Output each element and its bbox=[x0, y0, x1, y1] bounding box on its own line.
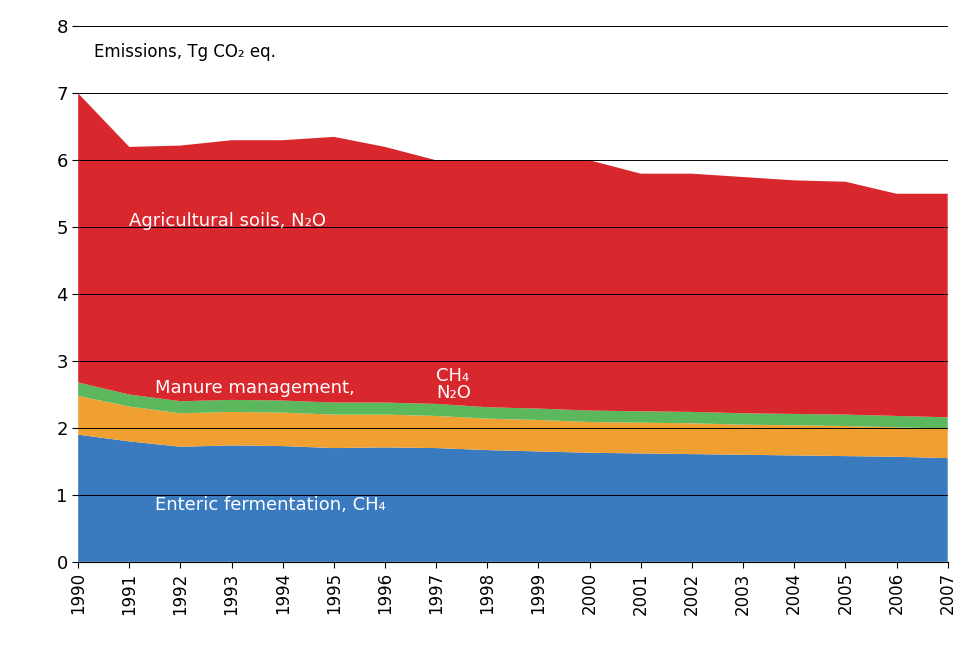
Text: Enteric fermentation, CH₄: Enteric fermentation, CH₄ bbox=[155, 496, 386, 514]
Text: Manure management,: Manure management, bbox=[155, 379, 355, 397]
Text: Agricultural soils, N₂O: Agricultural soils, N₂O bbox=[129, 212, 326, 229]
Text: Emissions, Tg CO₂ eq.: Emissions, Tg CO₂ eq. bbox=[94, 43, 276, 61]
Text: N₂O: N₂O bbox=[436, 384, 471, 402]
Text: CH₄: CH₄ bbox=[436, 367, 469, 385]
